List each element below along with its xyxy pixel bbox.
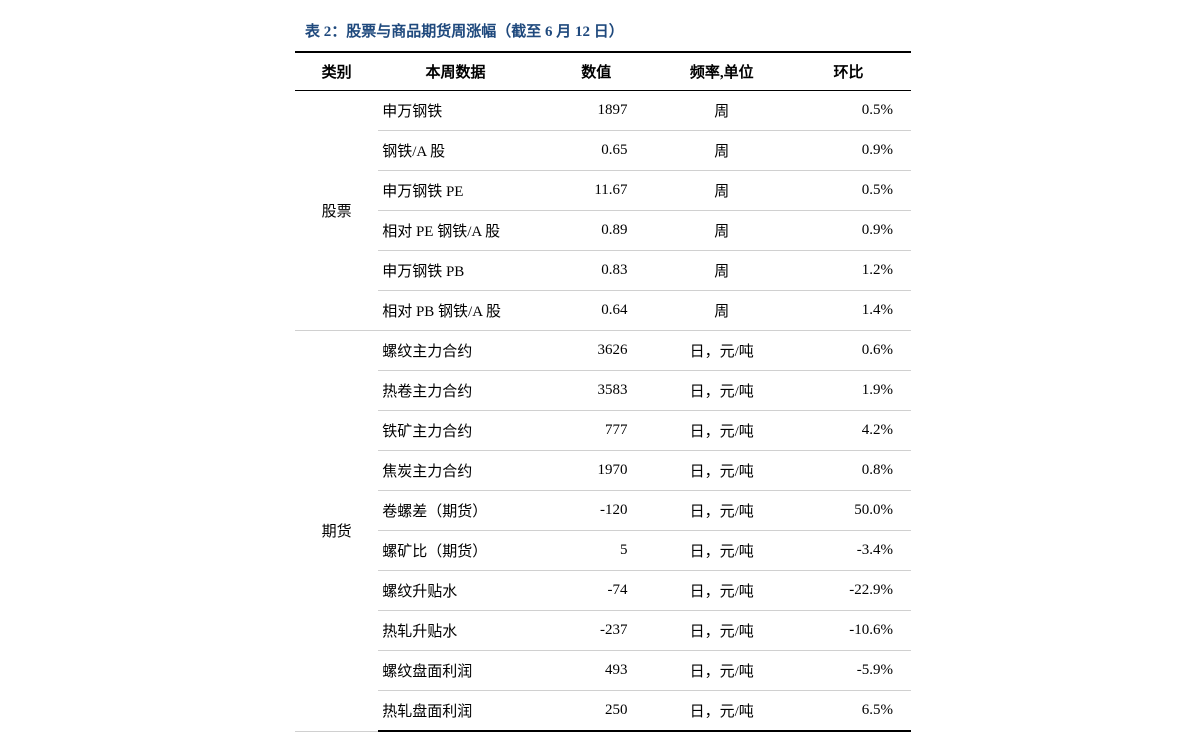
table-row: 申万钢铁 PE 11.67 周 0.5% xyxy=(295,171,911,211)
cell-change: 1.2% xyxy=(786,251,911,291)
cell-name: 焦炭主力合约 xyxy=(378,451,535,491)
cell-change: 0.6% xyxy=(786,331,911,371)
cell-name: 热轧盘面利润 xyxy=(378,691,535,732)
cell-name: 申万钢铁 PE xyxy=(378,171,535,211)
col-header-freq: 频率,单位 xyxy=(658,52,786,91)
cell-name: 螺纹盘面利润 xyxy=(378,651,535,691)
table-row: 钢铁/A 股 0.65 周 0.9% xyxy=(295,131,911,171)
cell-name: 相对 PE 钢铁/A 股 xyxy=(378,211,535,251)
table-row: 申万钢铁 PB 0.83 周 1.2% xyxy=(295,251,911,291)
cell-freq: 日，元/吨 xyxy=(658,531,786,571)
cell-value: -120 xyxy=(535,491,658,531)
table-row: 热轧升贴水 -237 日，元/吨 -10.6% xyxy=(295,611,911,651)
cell-name: 钢铁/A 股 xyxy=(378,131,535,171)
table-row: 螺纹升贴水 -74 日，元/吨 -22.9% xyxy=(295,571,911,611)
cell-name: 申万钢铁 xyxy=(378,91,535,131)
cell-name: 卷螺差（期货） xyxy=(378,491,535,531)
cell-freq: 日，元/吨 xyxy=(658,691,786,732)
cell-value: 0.89 xyxy=(535,211,658,251)
table-row: 卷螺差（期货） -120 日，元/吨 50.0% xyxy=(295,491,911,531)
cell-freq: 周 xyxy=(658,91,786,131)
cell-freq: 周 xyxy=(658,131,786,171)
cell-freq: 日，元/吨 xyxy=(658,331,786,371)
table-row: 热轧盘面利润 250 日，元/吨 6.5% xyxy=(295,691,911,732)
table-row: 期货 螺纹主力合约 3626 日，元/吨 0.6% xyxy=(295,331,911,371)
cell-value: 5 xyxy=(535,531,658,571)
cell-value: 0.64 xyxy=(535,291,658,331)
cell-change: 0.9% xyxy=(786,211,911,251)
cell-change: 0.8% xyxy=(786,451,911,491)
table-body: 股票 申万钢铁 1897 周 0.5% 钢铁/A 股 0.65 周 0.9% 申… xyxy=(295,91,911,732)
cell-value: 777 xyxy=(535,411,658,451)
cell-freq: 周 xyxy=(658,251,786,291)
cell-value: 11.67 xyxy=(535,171,658,211)
table-row: 相对 PE 钢铁/A 股 0.89 周 0.9% xyxy=(295,211,911,251)
cell-change: 1.9% xyxy=(786,371,911,411)
cell-freq: 日，元/吨 xyxy=(658,611,786,651)
cell-freq: 周 xyxy=(658,171,786,211)
col-header-change: 环比 xyxy=(786,52,911,91)
cell-change: -5.9% xyxy=(786,651,911,691)
cell-change: 0.9% xyxy=(786,131,911,171)
cell-value: 250 xyxy=(535,691,658,732)
cell-name: 申万钢铁 PB xyxy=(378,251,535,291)
cell-value: 0.65 xyxy=(535,131,658,171)
cell-change: 1.4% xyxy=(786,291,911,331)
cell-freq: 周 xyxy=(658,291,786,331)
table-row: 相对 PB 钢铁/A 股 0.64 周 1.4% xyxy=(295,291,911,331)
col-header-category: 类别 xyxy=(295,52,378,91)
cell-freq: 日，元/吨 xyxy=(658,571,786,611)
cell-name: 螺纹升贴水 xyxy=(378,571,535,611)
table-row: 焦炭主力合约 1970 日，元/吨 0.8% xyxy=(295,451,911,491)
table-title: 表 2：股票与商品期货周涨幅（截至 6 月 12 日） xyxy=(295,20,911,41)
cell-value: 0.83 xyxy=(535,251,658,291)
table-row: 股票 申万钢铁 1897 周 0.5% xyxy=(295,91,911,131)
header-row: 类别 本周数据 数值 频率,单位 环比 xyxy=(295,52,911,91)
cell-freq: 日，元/吨 xyxy=(658,491,786,531)
table-row: 螺纹盘面利润 493 日，元/吨 -5.9% xyxy=(295,651,911,691)
cell-value: 493 xyxy=(535,651,658,691)
cell-value: -237 xyxy=(535,611,658,651)
cell-name: 螺纹主力合约 xyxy=(378,331,535,371)
cell-value: 3583 xyxy=(535,371,658,411)
cell-name: 螺矿比（期货） xyxy=(378,531,535,571)
cell-change: 0.5% xyxy=(786,91,911,131)
cell-change: -3.4% xyxy=(786,531,911,571)
cell-freq: 日，元/吨 xyxy=(658,371,786,411)
cell-change: 4.2% xyxy=(786,411,911,451)
cell-value: 1970 xyxy=(535,451,658,491)
cell-name: 热轧升贴水 xyxy=(378,611,535,651)
cell-freq: 周 xyxy=(658,211,786,251)
category-cell: 期货 xyxy=(295,331,378,732)
cell-name: 相对 PB 钢铁/A 股 xyxy=(378,291,535,331)
cell-freq: 日，元/吨 xyxy=(658,451,786,491)
cell-change: 0.5% xyxy=(786,171,911,211)
col-header-value: 数值 xyxy=(535,52,658,91)
category-cell: 股票 xyxy=(295,91,378,331)
cell-change: -22.9% xyxy=(786,571,911,611)
cell-change: -10.6% xyxy=(786,611,911,651)
table-row: 螺矿比（期货） 5 日，元/吨 -3.4% xyxy=(295,531,911,571)
cell-change: 6.5% xyxy=(786,691,911,732)
cell-value: -74 xyxy=(535,571,658,611)
cell-freq: 日，元/吨 xyxy=(658,651,786,691)
cell-value: 1897 xyxy=(535,91,658,131)
data-table: 类别 本周数据 数值 频率,单位 环比 股票 申万钢铁 1897 周 0.5% … xyxy=(295,51,911,732)
table-row: 铁矿主力合约 777 日，元/吨 4.2% xyxy=(295,411,911,451)
cell-value: 3626 xyxy=(535,331,658,371)
cell-name: 铁矿主力合约 xyxy=(378,411,535,451)
cell-change: 50.0% xyxy=(786,491,911,531)
cell-name: 热卷主力合约 xyxy=(378,371,535,411)
col-header-name: 本周数据 xyxy=(378,52,535,91)
cell-freq: 日，元/吨 xyxy=(658,411,786,451)
table-row: 热卷主力合约 3583 日，元/吨 1.9% xyxy=(295,371,911,411)
